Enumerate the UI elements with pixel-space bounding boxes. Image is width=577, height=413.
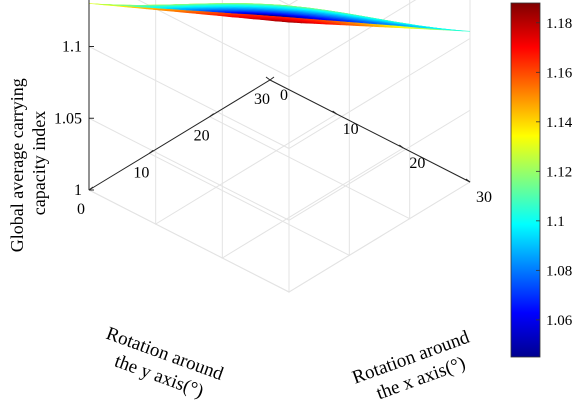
grid-line bbox=[88, 0, 271, 191]
z-tick-label: 1.05 bbox=[54, 110, 82, 127]
grid-line bbox=[209, 0, 411, 220]
surface-patch bbox=[263, 14, 278, 17]
x-tick bbox=[465, 178, 471, 183]
y-tick bbox=[88, 186, 94, 191]
colorbar-tick-label: 1.18 bbox=[546, 16, 572, 32]
surface-plot bbox=[88, 3, 471, 32]
colorbar-frame bbox=[510, 2, 541, 358]
x-tick-label: 10 bbox=[343, 121, 359, 138]
grid-line bbox=[88, 181, 471, 293]
colorbar-tick-label: 1.06 bbox=[546, 313, 573, 329]
x-tick bbox=[332, 110, 337, 115]
y-tick-label: 20 bbox=[194, 128, 210, 145]
x-tick bbox=[399, 144, 404, 149]
y-tick-label: 10 bbox=[133, 164, 149, 181]
axis-ticks: 11.051.11.151.201020300102030 bbox=[54, 39, 492, 219]
x-axis-label: Rotation around the x axis(°) bbox=[350, 325, 485, 410]
x-tick-label: 30 bbox=[476, 189, 492, 206]
y-axis-label: Rotation around the y axis(°) bbox=[95, 323, 230, 408]
y-tick-label: 30 bbox=[254, 91, 270, 108]
x-tick bbox=[265, 76, 271, 81]
y-tick bbox=[209, 113, 214, 118]
grid-line bbox=[88, 5, 290, 293]
colorbar-tick-label: 1.16 bbox=[546, 65, 573, 81]
z-tick-label: 1.1 bbox=[62, 39, 82, 56]
grid-line bbox=[288, 5, 471, 293]
x-tick-label: 0 bbox=[280, 87, 288, 104]
x-tick-label: 20 bbox=[409, 155, 425, 172]
colorbar-ticks: 1.06 1.08 1.1 1.12 1.14 1.16 1.18 bbox=[536, 16, 573, 329]
colorbar-tick-label: 1.14 bbox=[546, 115, 573, 131]
colorbar-tick-label: 1.1 bbox=[546, 214, 565, 230]
colorbar: 1.06 1.08 1.1 1.12 1.14 1.16 1.18 bbox=[510, 2, 573, 358]
colorbar-tick-label: 1.12 bbox=[546, 164, 572, 180]
z-axis-label: Global average carrying capacity index bbox=[7, 74, 49, 252]
grid-line bbox=[221, 0, 404, 259]
colorbar-gradient bbox=[511, 3, 540, 357]
y-tick bbox=[149, 149, 154, 154]
z-tick-label: 1 bbox=[74, 182, 82, 199]
grid-line bbox=[155, 0, 337, 225]
y-tick-label: 0 bbox=[77, 201, 85, 218]
axes-grid bbox=[88, 0, 471, 293]
colorbar-tick-label: 1.08 bbox=[546, 263, 572, 279]
y-tick bbox=[269, 76, 275, 81]
grid-line bbox=[149, 0, 350, 257]
